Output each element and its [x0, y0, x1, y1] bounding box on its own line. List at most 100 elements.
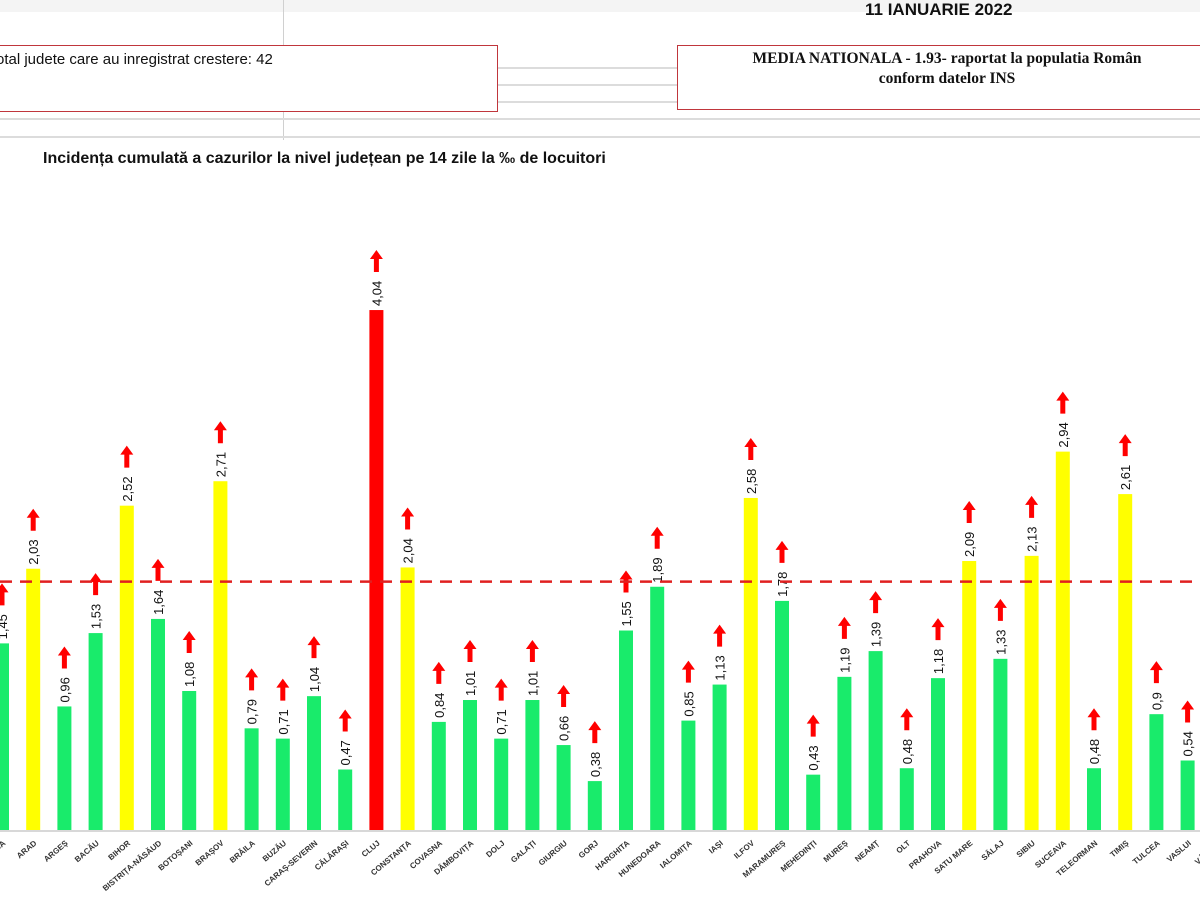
value-label: 2,13: [1025, 527, 1040, 552]
value-label: 2,09: [962, 532, 977, 557]
national-average-source: conform datelor INS: [878, 70, 1016, 87]
value-label: 0,71: [276, 709, 291, 734]
up-arrow-icon: [182, 631, 196, 654]
bar: [400, 567, 415, 830]
bar: [1024, 555, 1039, 830]
bar: [837, 676, 852, 830]
up-arrow-icon: [900, 708, 914, 731]
up-arrow-icon: [120, 445, 134, 468]
value-label: 2,04: [401, 538, 416, 563]
value-label: 2,58: [744, 469, 759, 494]
value-label: 1,13: [713, 655, 728, 680]
bar: [681, 720, 696, 830]
value-label: 0,85: [681, 691, 696, 716]
value-label: 0,79: [245, 699, 260, 724]
bar: [619, 630, 633, 830]
bar: [494, 738, 509, 830]
up-arrow-icon: [0, 583, 9, 606]
up-arrow-icon: [775, 540, 789, 563]
category-label: ALBA: [0, 838, 7, 859]
value-label: 2,71: [213, 452, 228, 477]
bar: [868, 651, 883, 830]
value-label: 1,45: [0, 614, 10, 639]
grid-line: [498, 101, 678, 103]
bar: [650, 586, 665, 830]
up-arrow-icon: [993, 598, 1007, 621]
category-label: IAȘI: [707, 839, 725, 856]
bar: [587, 781, 602, 830]
total-counties-box: otal judete care au inregistrat crestere…: [0, 45, 498, 112]
up-arrow-icon: [1056, 391, 1070, 414]
bar: [307, 696, 321, 830]
bar: [338, 769, 353, 830]
bar: [962, 561, 977, 830]
category-label: TULCEA: [1131, 839, 1162, 867]
category-label: DOLJ: [484, 839, 506, 860]
category-label: BRĂILA: [228, 838, 257, 864]
up-arrow-icon: [307, 636, 321, 659]
category-label: ILFOV: [732, 838, 756, 860]
grid-line: [498, 67, 678, 69]
value-label: 0,71: [494, 709, 509, 734]
up-arrow-icon: [931, 618, 945, 641]
category-label: BRAȘOV: [194, 838, 227, 867]
category-label: SIBIU: [1015, 838, 1037, 859]
up-arrow-icon: [713, 624, 727, 647]
bar: [525, 700, 540, 830]
category-label: SĂLAJ: [980, 839, 1006, 863]
up-arrow-icon: [806, 714, 820, 737]
up-arrow-icon: [463, 640, 477, 663]
value-label: 2,52: [120, 476, 135, 501]
up-arrow-icon: [1087, 708, 1101, 731]
bar: [1087, 768, 1101, 830]
up-arrow-icon: [369, 250, 383, 273]
bar: [431, 721, 446, 830]
category-label: NEAMȚ: [853, 839, 881, 864]
bar: [806, 774, 821, 830]
bar: [556, 745, 571, 830]
category-label: BUZĂU: [261, 838, 288, 863]
value-label: 0,48: [900, 739, 915, 764]
up-arrow-icon: [744, 437, 758, 460]
value-label: 1,64: [151, 590, 166, 615]
category-label: BOTOȘANI: [156, 839, 194, 873]
category-label: IALOMIȚA: [658, 839, 694, 871]
bar: [151, 618, 165, 830]
up-arrow-icon: [338, 709, 352, 732]
value-label: 0,38: [588, 752, 603, 777]
up-arrow-icon: [650, 526, 664, 549]
bar: [57, 706, 72, 830]
up-arrow-icon: [962, 501, 976, 524]
up-arrow-icon: [525, 640, 539, 663]
value-label: 2,94: [1056, 422, 1071, 447]
bar: [119, 505, 134, 830]
value-label: 1,19: [837, 648, 852, 673]
bar: [275, 738, 290, 830]
category-label: CĂLĂRAȘI: [313, 839, 350, 872]
up-arrow-icon: [588, 721, 602, 744]
value-label: 1,39: [869, 622, 884, 647]
category-label: TIMIȘ: [1108, 838, 1131, 859]
up-arrow-icon: [1118, 434, 1132, 457]
category-label: BISTRIȚA-NĂSĂUD: [101, 838, 163, 892]
up-arrow-icon: [276, 678, 290, 701]
bar: [463, 700, 477, 830]
up-arrow-icon: [432, 661, 446, 684]
up-arrow-icon: [26, 508, 40, 531]
bar: [244, 728, 259, 830]
category-label: VASLUI: [1165, 839, 1193, 864]
value-label: 2,03: [26, 539, 41, 564]
up-arrow-icon: [494, 678, 508, 701]
bar: [743, 497, 758, 830]
value-label: 1,04: [307, 667, 322, 692]
up-arrow-icon: [869, 591, 883, 614]
value-label: 0,54: [1181, 731, 1196, 756]
up-arrow-icon: [89, 573, 103, 596]
grid-line: [0, 118, 1200, 120]
top-band: [0, 0, 1200, 12]
bar: [899, 768, 914, 830]
up-arrow-icon: [151, 558, 165, 581]
bar: [182, 691, 197, 830]
up-arrow-icon: [213, 421, 227, 444]
category-label: VÂLCEA: [1193, 838, 1200, 866]
